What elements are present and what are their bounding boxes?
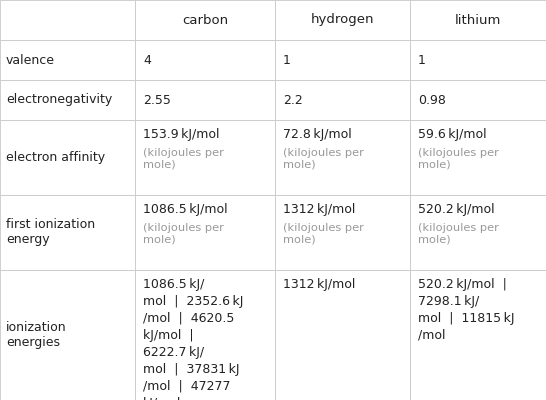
Bar	[410, 120, 546, 195]
Bar	[0, 80, 135, 120]
Text: valence: valence	[6, 54, 55, 66]
Text: 520.2 kJ/mol: 520.2 kJ/mol	[418, 203, 495, 216]
Text: 1312 kJ/mol: 1312 kJ/mol	[283, 278, 355, 291]
Bar	[0, 195, 135, 270]
Text: ionization
energies: ionization energies	[6, 321, 67, 349]
Text: 2.2: 2.2	[283, 94, 302, 106]
Text: 1312 kJ/mol: 1312 kJ/mol	[283, 203, 355, 216]
Bar	[410, 270, 546, 400]
Text: 153.9 kJ/mol: 153.9 kJ/mol	[143, 128, 219, 141]
Text: (kilojoules per
mole): (kilojoules per mole)	[418, 223, 499, 244]
Text: lithium: lithium	[455, 14, 501, 26]
Bar	[410, 40, 546, 80]
Bar	[135, 0, 275, 40]
Bar	[275, 120, 410, 195]
Text: (kilojoules per
mole): (kilojoules per mole)	[143, 148, 224, 170]
Text: 1086.5 kJ/mol: 1086.5 kJ/mol	[143, 203, 228, 216]
Bar	[275, 80, 410, 120]
Text: 520.2 kJ/mol  |
7298.1 kJ/
mol  |  11815 kJ
/mol: 520.2 kJ/mol | 7298.1 kJ/ mol | 11815 kJ…	[418, 278, 514, 342]
Text: electron affinity: electron affinity	[6, 151, 105, 164]
Bar	[135, 270, 275, 400]
Bar	[135, 195, 275, 270]
Text: 59.6 kJ/mol: 59.6 kJ/mol	[418, 128, 486, 141]
Bar	[275, 195, 410, 270]
Bar	[0, 40, 135, 80]
Text: carbon: carbon	[182, 14, 228, 26]
Text: (kilojoules per
mole): (kilojoules per mole)	[283, 223, 364, 244]
Text: (kilojoules per
mole): (kilojoules per mole)	[283, 148, 364, 170]
Text: (kilojoules per
mole): (kilojoules per mole)	[418, 148, 499, 170]
Bar	[410, 195, 546, 270]
Text: 2.55: 2.55	[143, 94, 171, 106]
Bar	[410, 80, 546, 120]
Bar	[410, 0, 546, 40]
Text: 1: 1	[283, 54, 291, 66]
Text: 4: 4	[143, 54, 151, 66]
Bar	[275, 0, 410, 40]
Bar	[0, 0, 135, 40]
Bar	[275, 40, 410, 80]
Text: 1086.5 kJ/
mol  |  2352.6 kJ
/mol  |  4620.5
kJ/mol  |
6222.7 kJ/
mol  |  37831 : 1086.5 kJ/ mol | 2352.6 kJ /mol | 4620.5…	[143, 278, 244, 400]
Text: hydrogen: hydrogen	[311, 14, 374, 26]
Text: 72.8 kJ/mol: 72.8 kJ/mol	[283, 128, 352, 141]
Text: 0.98: 0.98	[418, 94, 446, 106]
Bar	[135, 80, 275, 120]
Bar	[0, 120, 135, 195]
Text: (kilojoules per
mole): (kilojoules per mole)	[143, 223, 224, 244]
Bar	[135, 40, 275, 80]
Text: first ionization
energy: first ionization energy	[6, 218, 95, 246]
Text: 1: 1	[418, 54, 426, 66]
Bar	[275, 270, 410, 400]
Bar	[0, 270, 135, 400]
Text: electronegativity: electronegativity	[6, 94, 112, 106]
Bar	[135, 120, 275, 195]
